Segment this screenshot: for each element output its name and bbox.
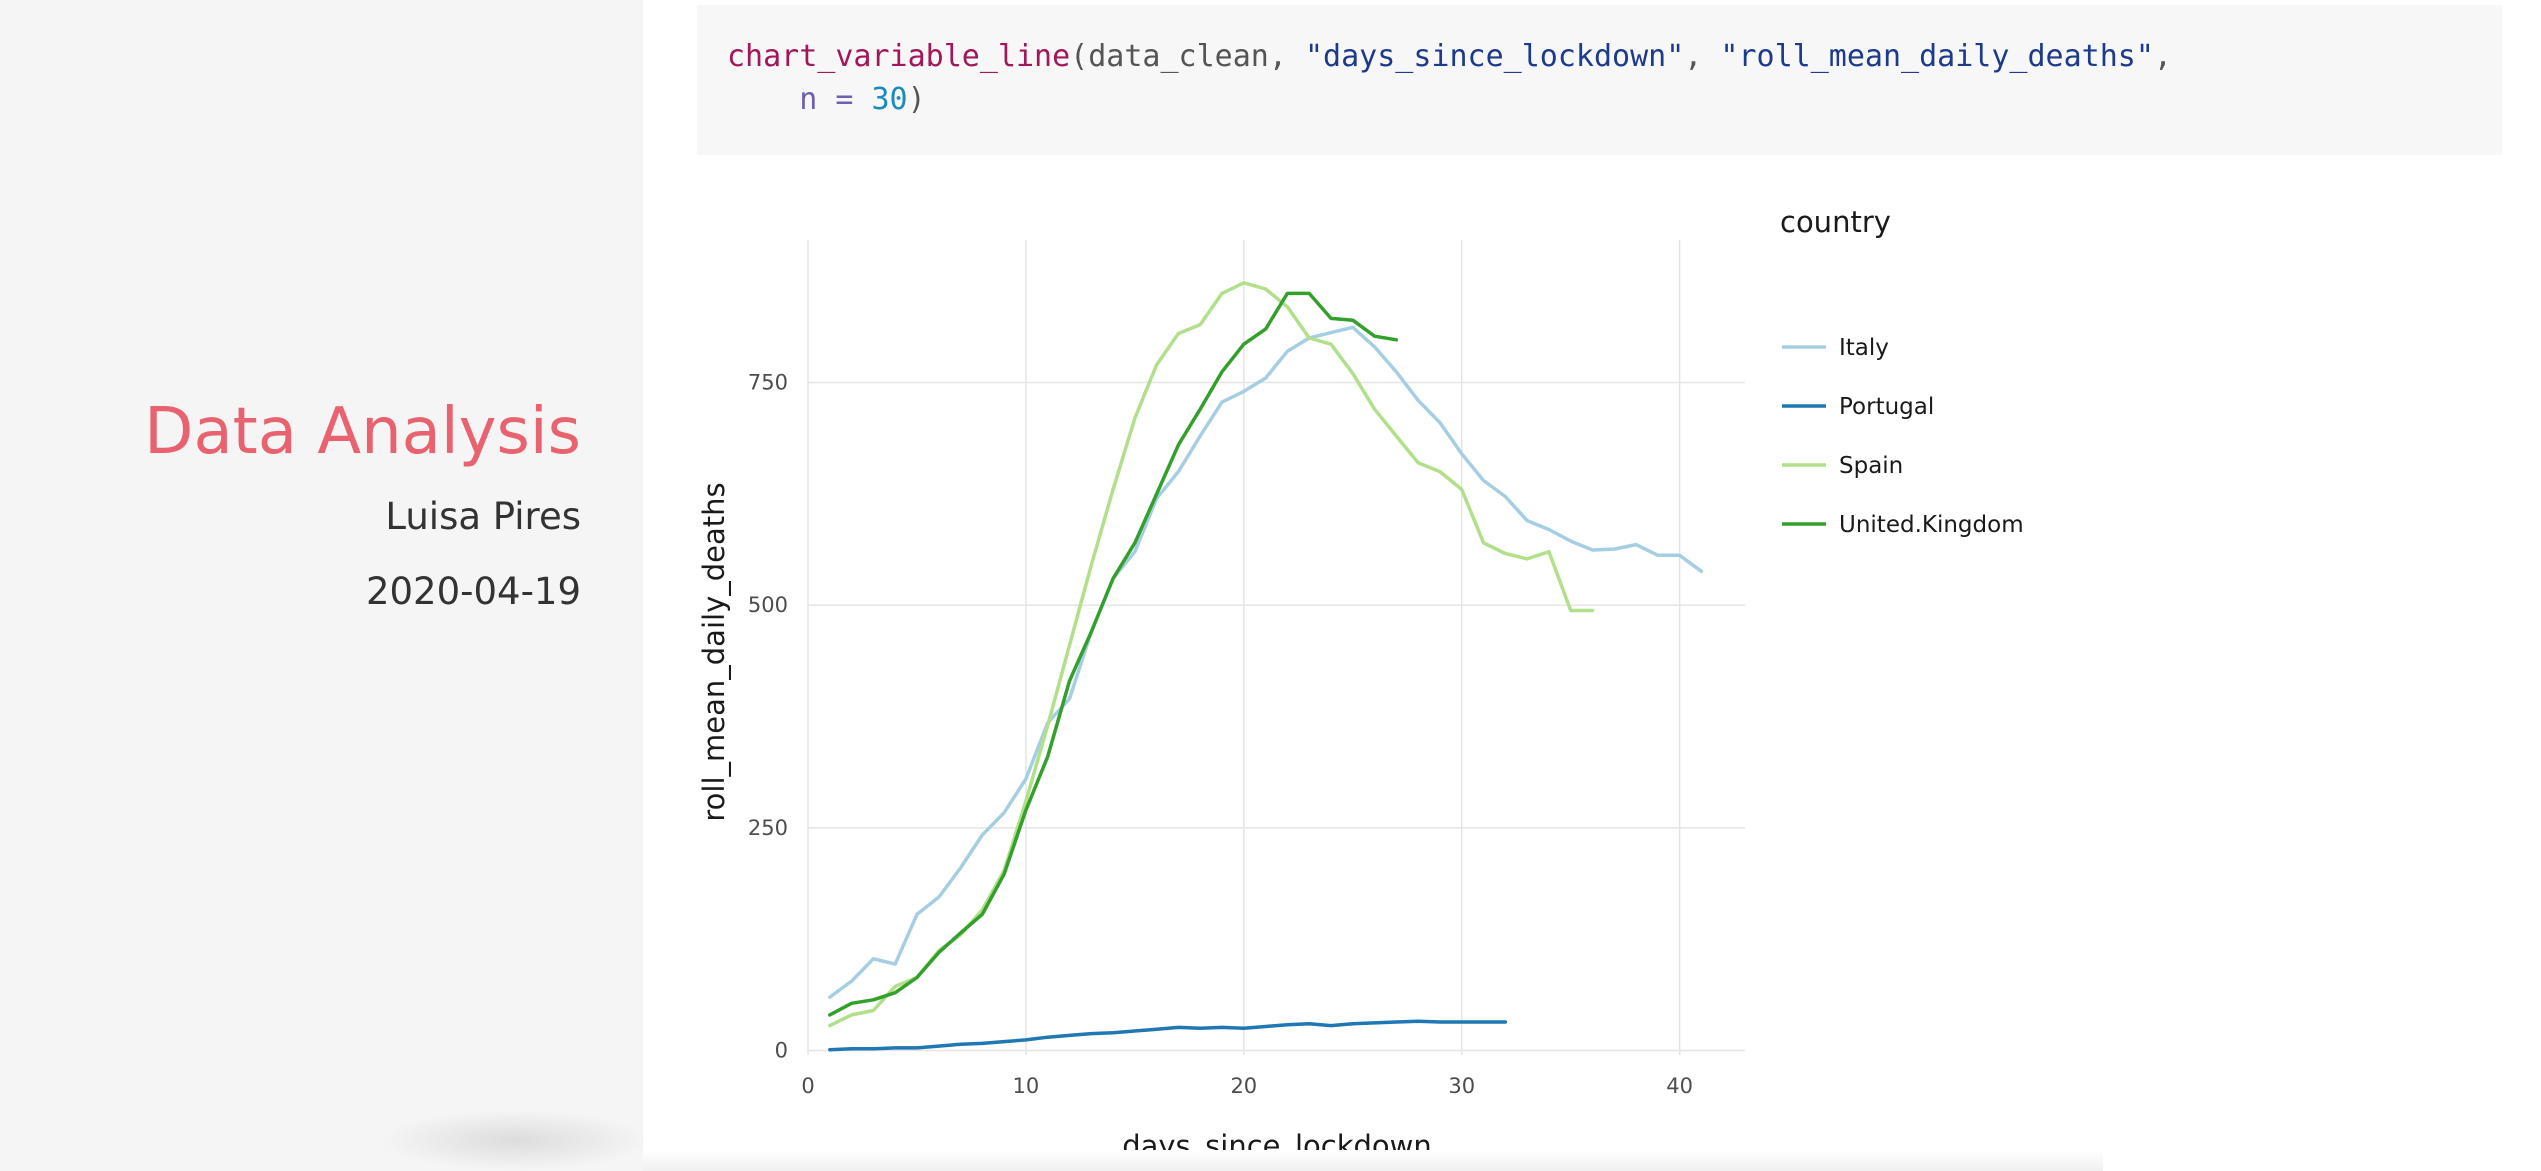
- author-name: Luisa Pires: [385, 495, 581, 538]
- code-function-name: chart_variable_line: [727, 39, 1071, 74]
- legend-label: Italy: [1839, 335, 1889, 361]
- series-line-spain: [828, 281, 1595, 1028]
- code-block: chart_variable_line(data_clean, "days_si…: [697, 5, 2502, 155]
- y-tick-label: 500: [748, 593, 788, 617]
- y-tick-label: 250: [748, 816, 788, 840]
- code-punct: (: [1070, 39, 1089, 74]
- chart-legend: country Italy Portugal Spain United.Kingdom: [1780, 205, 2024, 538]
- sidebar-text-block: Data Analysis Luisa Pires 2020-04-19: [1, 0, 581, 1171]
- title-sidebar: Data Analysis Luisa Pires 2020-04-19: [0, 0, 650, 1171]
- x-tick-label: 0: [801, 1074, 814, 1098]
- x-axis-title: days_since_lockdown: [1122, 1129, 1432, 1150]
- series-line-portugal: [828, 1019, 1508, 1052]
- x-tick-label: 20: [1230, 1074, 1257, 1098]
- publish-date: 2020-04-19: [365, 570, 581, 613]
- code-punct: ): [907, 82, 926, 117]
- sidebar-shadow: [380, 1110, 650, 1171]
- legend-label: Spain: [1839, 453, 1903, 479]
- code-indent: [727, 82, 799, 117]
- y-tick-label: 750: [748, 371, 788, 395]
- chart-series: [828, 281, 1704, 1052]
- series-line-united-kingdom: [828, 291, 1399, 1017]
- legend-title: country: [1780, 205, 1891, 239]
- code-punct: ,: [2153, 39, 2172, 74]
- legend-items: Italy Portugal Spain United.Kingdom: [1782, 335, 2024, 538]
- code-number: 30: [871, 82, 908, 117]
- chart-ticks: 0 10 20 30 40 0 250 500 750: [748, 371, 1693, 1098]
- y-tick-label: 0: [775, 1039, 788, 1063]
- chart-grid: [807, 240, 1745, 1055]
- series-line-italy: [828, 325, 1704, 999]
- x-tick-label: 40: [1666, 1074, 1693, 1098]
- page-title: Data Analysis: [144, 395, 581, 469]
- code-line: n = 30): [727, 82, 926, 117]
- code-line: chart_variable_line(data_clean, "days_si…: [727, 39, 2172, 74]
- code-string: "days_since_lockdown": [1304, 39, 1685, 74]
- code-argument-name: n: [799, 82, 818, 117]
- code-punct: ,: [1268, 39, 1305, 74]
- legend-label: Portugal: [1839, 394, 1934, 420]
- y-axis-title: roll_mean_daily_deaths: [697, 482, 731, 821]
- legend-label: United.Kingdom: [1839, 512, 2024, 538]
- code-string: "roll_mean_daily_deaths": [1720, 39, 2154, 74]
- code-argument: data_clean: [1088, 39, 1269, 74]
- code-operator: =: [817, 82, 872, 117]
- x-tick-label: 10: [1013, 1074, 1040, 1098]
- code-punct: ,: [1684, 39, 1721, 74]
- x-tick-label: 30: [1448, 1074, 1475, 1098]
- page-bottom-shadow: [643, 1150, 2103, 1171]
